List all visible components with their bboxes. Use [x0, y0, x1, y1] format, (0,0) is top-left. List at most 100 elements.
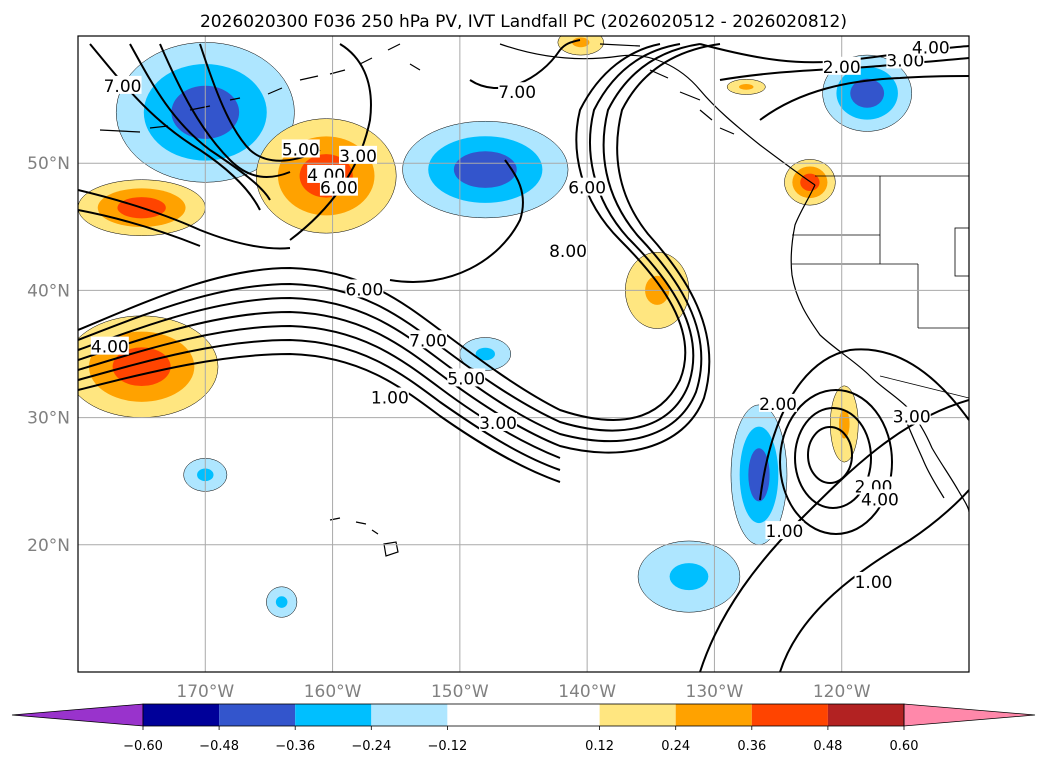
x-tick-label: 150°W [431, 682, 489, 702]
colorbar-segment [295, 704, 372, 726]
contour-label-bg [822, 56, 861, 75]
contour-label: 4.00 [91, 338, 129, 358]
contour-label-bg [339, 145, 378, 164]
x-tick-label: 140°W [558, 682, 616, 702]
contour-line [78, 43, 721, 454]
y-tick-label: 30°N [27, 409, 70, 429]
political-borders-layer [792, 175, 969, 399]
contour-label: 5.00 [282, 140, 320, 160]
x-tick-label: 170°W [176, 682, 234, 702]
contour-line [289, 43, 372, 241]
contour-label-bg [479, 412, 518, 431]
contour-label-bg [90, 336, 129, 355]
bering-island [99, 125, 169, 133]
contour-label-bg [409, 330, 448, 349]
x-axis-ticks: 170°W 160°W 150°W 140°W 130°W 120°W [176, 682, 870, 702]
colorbar-segment [143, 704, 220, 726]
contour-line [759, 348, 969, 501]
colorbar-tick-label: −0.48 [199, 739, 239, 754]
contour-label-bg [281, 139, 320, 158]
map-frame [77, 35, 970, 673]
contour-label-bg [892, 406, 931, 425]
contour-label: 3.00 [339, 147, 377, 167]
colorbar-tick-label: 0.12 [585, 739, 614, 754]
colorbar-tick-label: 0.60 [890, 739, 919, 754]
contour-label: 8.00 [549, 242, 587, 262]
contour-label: 2.00 [759, 395, 797, 415]
contour-label: 6.00 [568, 179, 606, 199]
contour-label: 6.00 [345, 280, 383, 300]
pv-anomaly-region [748, 448, 770, 502]
colorbar-frame [142, 703, 905, 727]
contour-label: 1.00 [855, 573, 893, 593]
contour-label: 7.00 [498, 83, 536, 103]
contour-label-bg [860, 489, 899, 508]
contour-label-bg [911, 37, 950, 56]
colorbar-segment [371, 704, 448, 726]
contour-line [699, 399, 969, 672]
colorbar-tick-label: −0.24 [351, 739, 391, 754]
contour-line [78, 43, 687, 421]
colorbar-tick-label: −0.12 [427, 739, 467, 754]
colorbar-tick-label: 0.48 [813, 739, 842, 754]
y-tick-label: 40°N [27, 281, 70, 301]
pv-anomaly-region [850, 78, 885, 108]
contour-label: 4.00 [912, 39, 950, 59]
coastline-layer [99, 43, 969, 557]
colorbar-segment [599, 704, 676, 726]
x-tick-label: 120°W [813, 682, 871, 702]
us-mexico-border [879, 375, 969, 399]
gridlines [78, 36, 969, 672]
colorbar-segment [675, 704, 752, 726]
colorbar: −0.60 −0.48 −0.36 −0.24 −0.12 0.12 0.24 0.36 0.4… [11, 703, 1036, 754]
contour-line [759, 75, 969, 121]
pv-anomaly-region [275, 596, 288, 608]
colorbar-tick-label: −0.60 [123, 739, 163, 754]
colorbar-tick-label: 0.24 [661, 739, 690, 754]
contour-label: 4.00 [861, 490, 899, 510]
y-tick-label: 50°N [27, 154, 70, 174]
alaska-coastline [499, 43, 816, 186]
contour-line [78, 189, 291, 250]
contour-label-bg [319, 177, 358, 196]
colorbar-tick-label: −0.36 [275, 739, 315, 754]
contour-label-bg [345, 279, 384, 298]
contour-line [129, 43, 271, 201]
x-tick-label: 160°W [304, 682, 362, 702]
contour-label-bg [103, 75, 142, 94]
contour-line [779, 489, 969, 672]
contour-label: 3.00 [886, 51, 924, 71]
contour-line [78, 209, 201, 247]
colorbar-segment [447, 704, 600, 726]
contour-label: 6.00 [320, 179, 358, 199]
contour-label: 2.00 [823, 58, 861, 78]
contour-ring [794, 407, 872, 509]
contour-label-bg [854, 571, 893, 590]
contour-line [78, 43, 703, 443]
contour-ring [807, 426, 853, 484]
colorbar-extend-low [11, 703, 144, 727]
contour-label: 1.00 [371, 389, 409, 409]
contour-label-bg [759, 393, 798, 412]
contour-label: 1.00 [766, 522, 804, 542]
contour-line [199, 43, 321, 162]
y-tick-label: 20°N [27, 536, 70, 556]
contour-line [159, 43, 291, 178]
colorbar-extend-high [903, 703, 1036, 727]
aleutian-islands [189, 43, 421, 111]
contour-label-bg [447, 368, 486, 387]
contour-label: 7.00 [104, 77, 142, 97]
contour-line [78, 338, 561, 471]
chart-title: 2026020300 F036 250 hPa PV, IVT Landfall… [200, 12, 847, 32]
contour-line [78, 352, 561, 483]
contour-label-bg [765, 521, 804, 540]
contour-label-bg [549, 241, 588, 260]
contour-line [78, 43, 695, 432]
colorbar-tick-label: 0.36 [737, 739, 766, 754]
north-america-coastline [790, 184, 969, 513]
pv-anomaly-region [738, 83, 754, 90]
contour-labels: 7.005.00 3.004.006.007.006.008.006.004.00… [90, 37, 950, 593]
hawaii-islands [329, 517, 399, 557]
contour-ring [779, 389, 893, 535]
pv-anomaly-region [112, 347, 171, 387]
